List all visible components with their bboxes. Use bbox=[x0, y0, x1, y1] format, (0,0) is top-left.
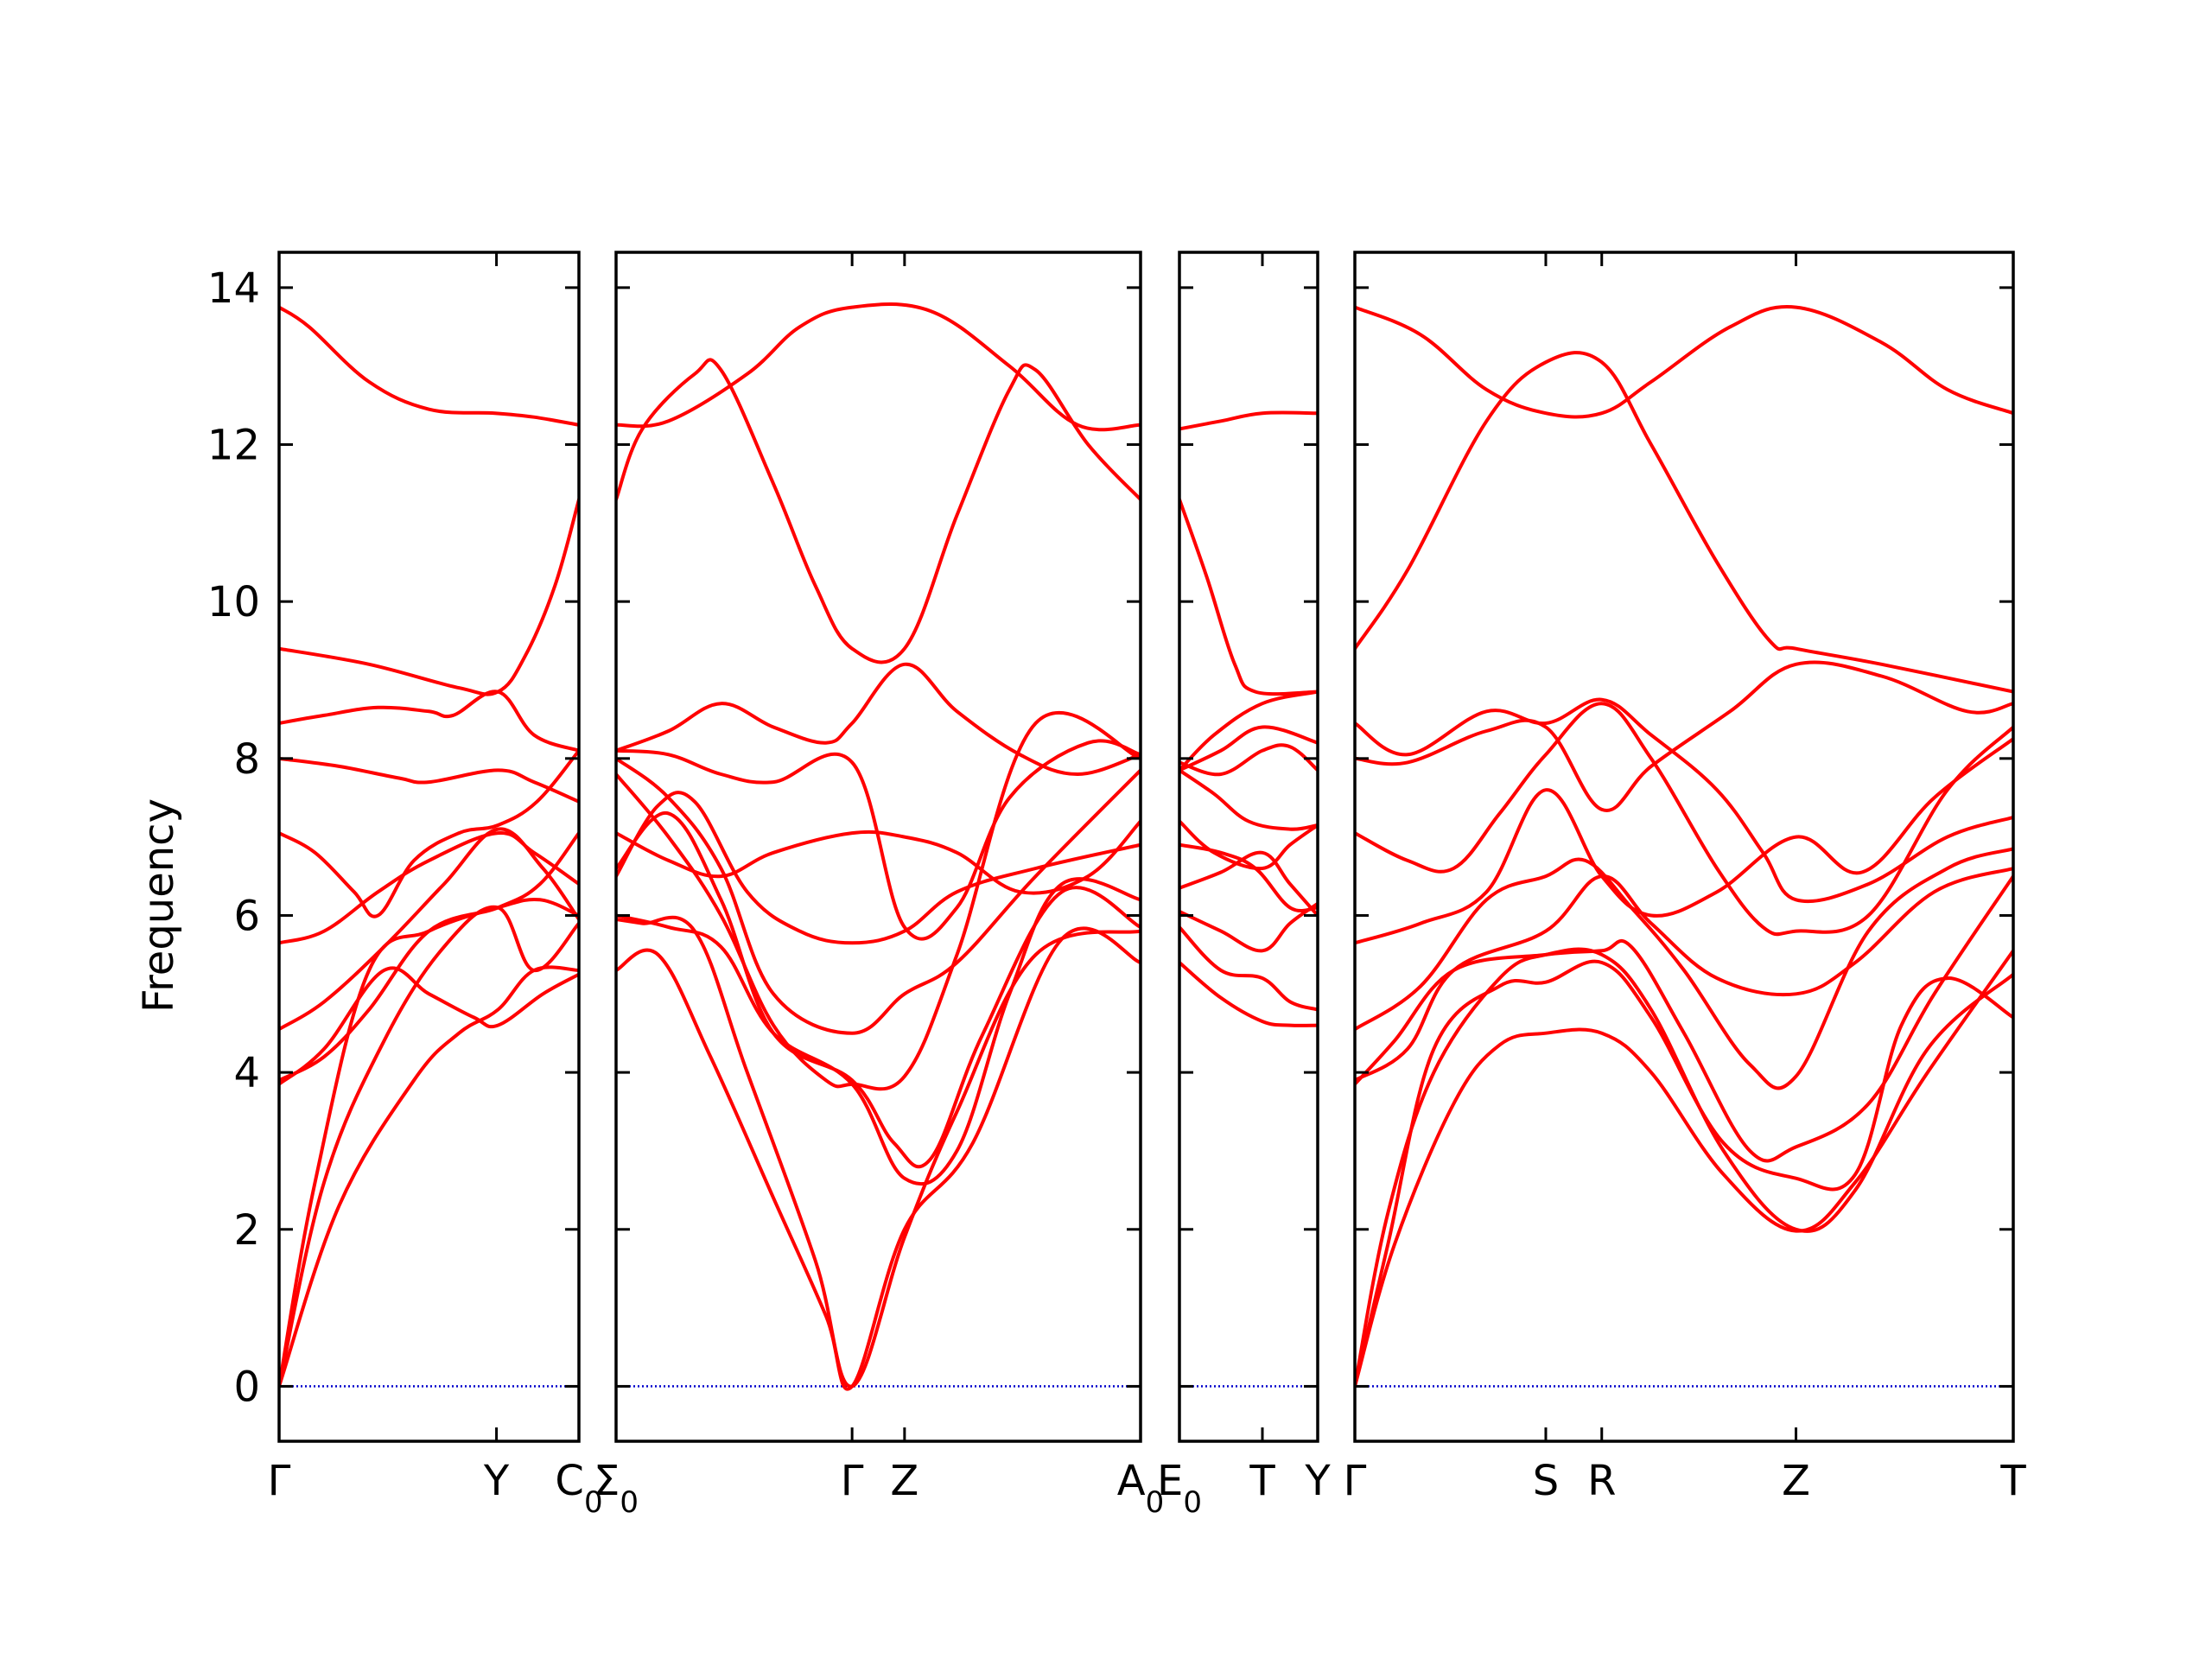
x-tick-label: C0 bbox=[555, 1457, 602, 1520]
band-line-11 bbox=[1179, 925, 1318, 1012]
band-line-2 bbox=[279, 498, 579, 696]
band-line-7 bbox=[616, 756, 1141, 1035]
band-line-9 bbox=[1355, 874, 2013, 1163]
panel-frame bbox=[1178, 251, 1319, 1443]
band-line-5 bbox=[1179, 743, 1318, 777]
band-line-11 bbox=[616, 915, 1141, 1389]
band-line-4 bbox=[1355, 660, 2013, 812]
band-line-10 bbox=[616, 877, 1141, 1186]
x-tick-label: Γ bbox=[268, 1457, 291, 1505]
band-line-10 bbox=[1355, 959, 2013, 1389]
y-tick-label: 10 bbox=[207, 578, 260, 626]
x-tick-label: Y bbox=[483, 1457, 510, 1505]
band-line-4 bbox=[616, 739, 1141, 941]
x-tick-label: Γ bbox=[1344, 1457, 1367, 1505]
band-line-6 bbox=[1355, 737, 2013, 945]
band-line-6 bbox=[616, 791, 1141, 945]
band-group bbox=[279, 305, 579, 1389]
band-line-3 bbox=[279, 690, 579, 753]
y-tick-label: 14 bbox=[207, 264, 260, 313]
band-line-8 bbox=[616, 710, 1141, 1091]
band-line-8 bbox=[1179, 842, 1318, 913]
band-line-2 bbox=[1179, 498, 1318, 696]
panel-frame bbox=[1353, 251, 2015, 1443]
x-tick-label: E0 bbox=[1157, 1457, 1202, 1520]
band-line-9 bbox=[616, 811, 1141, 1169]
band-line-12 bbox=[1179, 961, 1318, 1027]
band-line-7 bbox=[1355, 847, 2013, 1090]
x-tick-label: Σ0 bbox=[594, 1457, 639, 1520]
band-line-3 bbox=[1179, 690, 1318, 772]
band-group bbox=[616, 302, 1141, 1391]
x-tick-label: T bbox=[1999, 1457, 2026, 1505]
band-line-11 bbox=[279, 905, 579, 1389]
band-line-2 bbox=[1355, 351, 2013, 694]
band-line-12 bbox=[1355, 949, 2013, 1389]
band-line-8 bbox=[1355, 867, 2013, 1083]
x-tick-label: R bbox=[1587, 1457, 1616, 1505]
band-line-9 bbox=[1179, 850, 1318, 918]
y-tick-label: 8 bbox=[233, 735, 260, 784]
band-line-10 bbox=[279, 897, 579, 1389]
band-line-4 bbox=[279, 756, 579, 804]
band-line-12 bbox=[616, 926, 1141, 1391]
band-line-7 bbox=[1179, 819, 1318, 871]
band-line-5 bbox=[1355, 702, 2013, 937]
y-tick-label: 2 bbox=[233, 1206, 260, 1255]
band-line-4 bbox=[1179, 725, 1318, 772]
band-line-1 bbox=[1355, 305, 2013, 419]
band-line-8 bbox=[279, 831, 579, 1083]
band-line-12 bbox=[279, 965, 579, 1389]
x-tick-label: T bbox=[1249, 1457, 1275, 1505]
band-line-1 bbox=[616, 358, 1141, 664]
y-tick-label: 0 bbox=[233, 1363, 260, 1411]
band-line-5 bbox=[279, 748, 579, 918]
band-line-3 bbox=[1355, 697, 2013, 904]
panel-frame bbox=[614, 251, 1142, 1443]
x-tick-label: Γ bbox=[841, 1457, 864, 1505]
x-tick-label: Y bbox=[1304, 1457, 1331, 1505]
x-tick-label: Z bbox=[890, 1457, 918, 1505]
band-line-9 bbox=[279, 966, 579, 1086]
band-group bbox=[1179, 410, 1318, 1027]
y-tick-label: 4 bbox=[233, 1049, 260, 1097]
panel-p2: Σ0 Γ Z A0 bbox=[594, 251, 1164, 1520]
band-line-10 bbox=[1179, 901, 1318, 953]
band-line-5 bbox=[616, 819, 1141, 895]
band-line-6 bbox=[279, 831, 579, 945]
panel-frame bbox=[277, 251, 581, 1443]
band-line-3 bbox=[616, 662, 1141, 776]
band-group bbox=[1355, 305, 2013, 1389]
panel-p1: 0 2 4 6 8 10 12 14 Γ Y C0 bbox=[207, 251, 603, 1520]
y-axis-label: Frequency bbox=[135, 798, 183, 1013]
x-tick-label: A0 bbox=[1117, 1457, 1164, 1520]
x-tick-label: Z bbox=[1782, 1457, 1810, 1505]
band-line-1 bbox=[279, 305, 579, 427]
y-tick-label: 12 bbox=[207, 422, 260, 470]
y-tick-label: 6 bbox=[233, 892, 260, 940]
band-line-7 bbox=[279, 827, 579, 1032]
band-line-1 bbox=[1179, 410, 1318, 431]
panel-p3: E0 T Y bbox=[1157, 251, 1331, 1520]
band-line-6 bbox=[1179, 768, 1318, 831]
band-line-2 bbox=[616, 302, 1141, 432]
x-tick-label: S bbox=[1533, 1457, 1559, 1505]
